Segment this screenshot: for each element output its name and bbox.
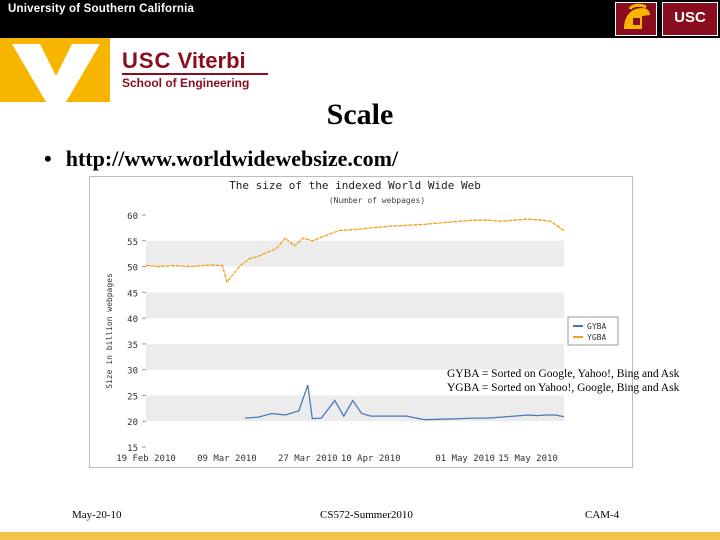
usc-logo: USC [662,2,718,36]
y-tick-label: 35 [127,341,138,351]
viterbi-usc: USC [122,48,172,73]
trojan-helmet-icon [624,3,650,29]
annotation-ygba: YGBA = Sorted on Yahoo!, Google, Bing an… [447,382,680,394]
y-tick-label: 25 [127,392,138,402]
grid-band [146,240,564,267]
footer-date: May-20-10 [72,509,122,521]
y-tick-label: 50 [127,264,138,274]
footer-page: CAM-4 [585,509,620,521]
chart-title: The size of the indexed World Wide Web [229,179,481,192]
x-tick-label: 15 May 2010 [498,454,558,464]
y-axis-label: Size in billion webpages [105,273,114,389]
viterbi-school: School of Engineering [122,76,250,90]
x-tick-label: 09 Mar 2010 [197,454,257,464]
header-band-white [110,38,720,102]
y-tick-label: 45 [127,289,138,299]
series-line-gyba [244,384,565,421]
bullet-dot-icon: • [44,146,52,171]
bottom-accent-bar [0,532,720,540]
y-tick-label: 30 [127,367,138,377]
grid-band [146,343,564,370]
bullet-item: • http://www.worldwidewebsize.com/ [44,146,398,172]
x-tick-label: 19 Feb 2010 [116,454,176,464]
x-tick-label: 27 Mar 2010 [278,454,338,464]
footer-course: CS572-Summer2010 [320,509,413,521]
university-name: University of Southern California [8,3,195,15]
annotation-gyba: GYBA = Sorted on Google, Yahoo!, Bing an… [447,368,680,380]
y-tick-label: 55 [127,238,138,248]
y-tick-label: 40 [127,315,138,325]
y-tick-label: 15 [127,444,138,454]
viterbi-name: Viterbi [177,48,246,73]
top-banner: University of Southern California USC [0,0,720,38]
x-tick-label: 01 May 2010 [435,454,495,464]
trojan-helmet-logo [615,2,657,36]
legend-entry: YGBA [587,333,606,342]
viterbi-divider [122,73,268,75]
series-line-ygba [145,218,565,284]
viterbi-v-logo-icon [0,38,110,102]
usc-logo-text: USC [674,9,706,26]
web-size-chart: 15 20 25 30 35 40 45 50 55 60 19 Feb 2010 09 Mar 20… [105,179,619,464]
y-tick-label: 20 [127,418,138,428]
legend-box [567,316,619,346]
bullet-link[interactable]: http://www.worldwidewebsize.com/ [65,146,399,171]
chart-frame: 15 20 25 30 35 40 45 50 55 60 19 Feb 2010 09 Mar 20… [89,176,633,468]
grid-band [146,292,564,319]
x-tick-label: 10 Apr 2010 [341,454,401,464]
slide-title: Scale [326,98,394,131]
legend-entry: GYBA [587,322,606,331]
chart-subtitle: (Number of webpages) [329,196,425,205]
viterbi-wordmark: USC Viterbi [122,48,246,74]
grid-band [146,395,564,422]
y-tick-label: 60 [127,212,138,222]
